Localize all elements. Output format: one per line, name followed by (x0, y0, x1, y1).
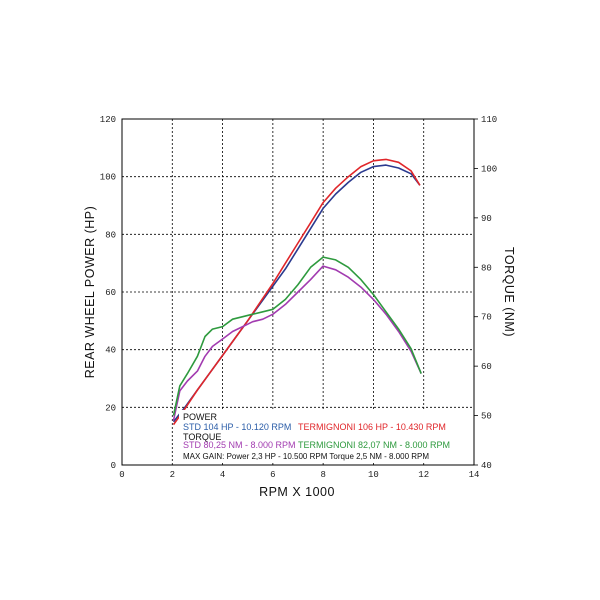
y-left-tick-label: 80 (105, 230, 116, 240)
x-axis-title: RPM X 1000 (259, 485, 335, 499)
y-right-tick-label: 90 (481, 214, 492, 224)
y-left-tick-label: 100 (100, 173, 116, 183)
legend-power-termignoni: TERMIGNONI 106 HP - 10.430 RPM (298, 422, 446, 432)
y-right-tick-label: 80 (481, 263, 492, 273)
legend-torque-title: TORQUE (183, 432, 221, 442)
y-right-tick-label: 50 (481, 412, 492, 422)
y-left-tick-label: 120 (100, 115, 116, 125)
y-right-tick-label: 60 (481, 362, 492, 372)
legend-torque-std: STD 80,25 NM - 8.000 RPM (183, 440, 296, 450)
y-right-tick-label: 40 (481, 461, 492, 471)
series-lines (172, 158, 422, 426)
y-right-tick-label: 110 (481, 115, 497, 125)
legend: POWER STD 104 HP - 10.120 RPM TERMIGNONI… (179, 410, 469, 462)
y-left-tick-label: 0 (111, 461, 116, 471)
x-tick-label: 8 (320, 470, 325, 480)
termignoni-power-line (172, 158, 421, 426)
y-right-tick-label: 70 (481, 313, 492, 323)
left-axis-title: REAR WHEEL POWER (HP) (83, 206, 97, 379)
legend-max-gain: MAX GAIN: Power 2,3 HP - 10.500 RPM Torq… (183, 452, 429, 461)
termignoni-torque-line (172, 256, 422, 416)
x-tick-label: 2 (170, 470, 175, 480)
x-tick-label: 10 (368, 470, 379, 480)
legend-torque-termignoni: TERMIGNONI 82,07 NM - 8.000 RPM (298, 440, 450, 450)
x-tick-label: 6 (270, 470, 275, 480)
legend-power-title: POWER (183, 412, 218, 422)
x-tick-label: 0 (119, 470, 124, 480)
y-left-tick-label: 60 (105, 288, 116, 298)
y-left-tick-label: 40 (105, 346, 116, 356)
x-tick-label: 14 (469, 470, 480, 480)
legend-power-std: STD 104 HP - 10.120 RPM (183, 422, 291, 432)
y-left-tick-label: 20 (105, 403, 116, 413)
y-right-tick-label: 100 (481, 164, 497, 174)
x-tick-label: 4 (220, 470, 225, 480)
std-torque-line (172, 265, 422, 421)
legend-background (179, 410, 469, 462)
right-axis-title: TORQUE (NM) (502, 247, 516, 337)
x-tick-label: 12 (418, 470, 429, 480)
tick-labels: 0 2 4 6 8 10 12 14 0 20 40 60 80 100 120 40 50 60 70 80 90 10… (100, 115, 497, 480)
